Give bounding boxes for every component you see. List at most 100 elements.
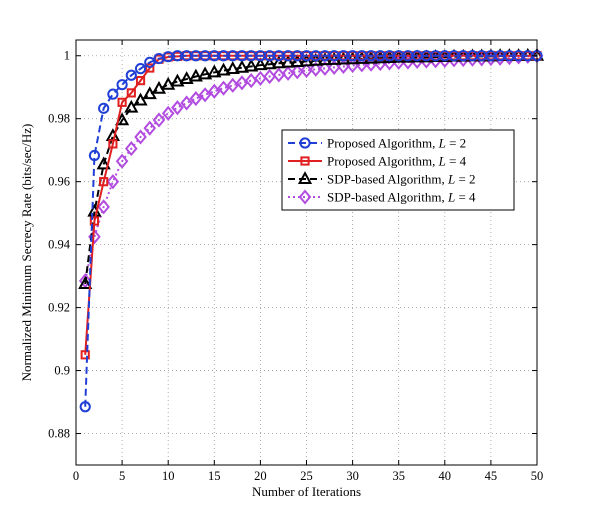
- data-point: [89, 216, 100, 226]
- data-point: [133, 92, 148, 106]
- legend: Proposed Algorithm, L = 2 Proposed Algori…: [281, 129, 515, 211]
- data-point: [151, 80, 167, 94]
- x-tick-label: 40: [439, 469, 452, 483]
- legend-entry: Proposed Algorithm, L = 2: [288, 136, 466, 151]
- x-tick-label: 35: [392, 469, 405, 483]
- data-point: [152, 112, 166, 128]
- data-point: [170, 73, 185, 87]
- data-point: [217, 80, 230, 96]
- data-point: [327, 59, 341, 75]
- data-point: [99, 177, 109, 187]
- legend-marker: [297, 171, 313, 184]
- data-point: [80, 350, 90, 360]
- data-point: [116, 79, 128, 91]
- legend-label: Proposed Algorithm, L = 2: [327, 136, 466, 151]
- x-tick-label: 5: [119, 469, 125, 483]
- data-point: [115, 153, 129, 169]
- y-tick-label: 0.88: [48, 427, 70, 441]
- data-point: [125, 141, 138, 157]
- data-point: [145, 63, 155, 73]
- data-point: [234, 59, 250, 73]
- x-axis-label: Number of Iterations: [252, 484, 361, 499]
- y-tick-label: 0.98: [48, 112, 70, 126]
- legend-entry: Proposed Algorithm, L = 4: [288, 154, 467, 169]
- data-point: [271, 55, 286, 69]
- y-tick-label: 0.94: [48, 238, 71, 252]
- y-tick-label: 0.9: [54, 364, 70, 378]
- data-point: [189, 90, 203, 107]
- data-point: [253, 57, 268, 71]
- legend-label: SDP-based Algorithm, L = 4: [327, 190, 476, 205]
- legend-marker: [300, 156, 310, 166]
- data-point: [108, 139, 118, 149]
- data-point: [300, 62, 313, 79]
- y-axis-label: Normalized Minimum Secrecy Rate (bits/se…: [19, 124, 34, 382]
- data-point: [107, 88, 119, 100]
- data-point: [126, 88, 136, 98]
- legend-label: SDP-based Algorithm, L = 2: [327, 172, 476, 187]
- data-point: [144, 56, 156, 68]
- data-point: [125, 69, 137, 81]
- data-point: [226, 77, 240, 93]
- y-tick-label: 1: [64, 49, 70, 63]
- data-point: [216, 62, 231, 76]
- data-point: [198, 87, 212, 103]
- x-tick-label: 15: [208, 469, 221, 483]
- legend-marker: [299, 137, 311, 149]
- y-tick-label: 0.92: [48, 301, 70, 315]
- data-point: [309, 61, 323, 77]
- data-point: [290, 64, 304, 80]
- data-point: [135, 76, 146, 86]
- x-tick-label: 10: [162, 469, 175, 483]
- data-point: [98, 102, 110, 114]
- legend-entry: SDP-based Algorithm, L = 2: [288, 171, 476, 187]
- data-point: [392, 54, 406, 70]
- legend-box: [281, 129, 515, 211]
- data-point: [96, 156, 111, 170]
- data-point: [244, 58, 259, 72]
- data-point: [79, 401, 91, 413]
- x-tick-label: 45: [485, 469, 498, 483]
- legend-entry: SDP-based Algorithm, L = 4: [288, 189, 476, 205]
- data-point: [280, 54, 296, 68]
- data-point: [207, 83, 221, 99]
- data-point: [124, 99, 139, 113]
- x-tick-label: 25: [300, 469, 313, 483]
- legend-marker: [298, 189, 312, 205]
- data-point: [161, 105, 175, 121]
- x-tick-label: 20: [254, 469, 267, 483]
- data-point: [78, 273, 92, 289]
- data-point: [318, 60, 332, 76]
- axis-ticks: 0 5 10 15 20 25 30 35 40 45 50 0.88 0.9 0.92 0.94 0.96 0…: [48, 40, 543, 483]
- data-point: [143, 120, 157, 136]
- data-point: [88, 149, 101, 162]
- data-point: [134, 63, 147, 75]
- data-point: [115, 112, 130, 126]
- data-point: [225, 61, 240, 74]
- data-point: [106, 174, 120, 190]
- data-point: [78, 276, 93, 289]
- x-tick-label: 0: [73, 469, 79, 483]
- data-point: [179, 71, 194, 85]
- x-tick-label: 50: [531, 469, 544, 483]
- data-point: [97, 199, 110, 215]
- data-point: [197, 66, 213, 80]
- data-point: [171, 100, 184, 116]
- series-line: [84, 54, 537, 407]
- data-point: [161, 76, 176, 90]
- series-1: [79, 50, 543, 413]
- data-point: [262, 56, 277, 70]
- y-tick-label: 0.96: [48, 175, 70, 189]
- data-point: [188, 68, 203, 82]
- data-point: [117, 97, 127, 107]
- data-point: [207, 64, 222, 78]
- data-point: [134, 129, 147, 145]
- data-point: [180, 95, 193, 111]
- x-tick-label: 30: [346, 469, 359, 483]
- legend-label: Proposed Algorithm, L = 4: [327, 154, 467, 169]
- grid-lines: [76, 40, 537, 465]
- data-point: [290, 54, 305, 68]
